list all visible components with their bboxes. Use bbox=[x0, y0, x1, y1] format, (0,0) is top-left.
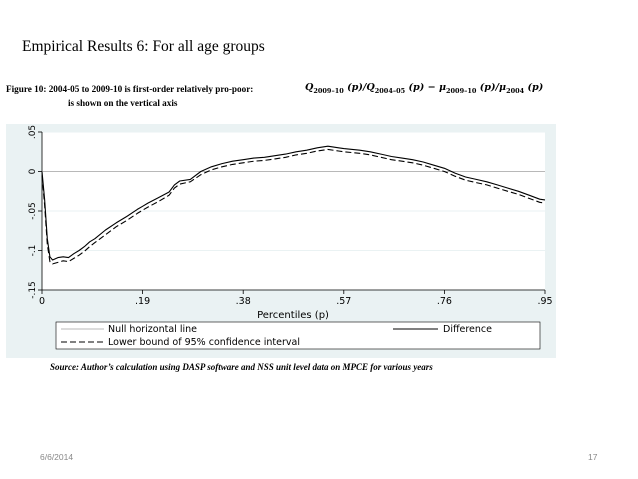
formula-mu2-sub: 2004 bbox=[506, 86, 525, 95]
footer-date: 6/6/2014 bbox=[40, 452, 74, 462]
y-tick-label-1: -.1 bbox=[28, 245, 38, 257]
x-tick-label-4: .76 bbox=[437, 296, 452, 307]
caption-formula: Q2009–10 (p)/Q2004–05 (p) − μ2009–10 (p)… bbox=[305, 82, 543, 95]
series-difference-line bbox=[41, 145, 546, 261]
series-lines bbox=[41, 145, 546, 265]
formula-part-4: (p) bbox=[524, 82, 544, 93]
formula-q1-sub: 2009–10 bbox=[313, 86, 344, 95]
y-tick-label-4: .05 bbox=[28, 125, 38, 139]
figure-caption-line-2: is shown on the vertical axis bbox=[68, 98, 178, 108]
formula-part-2: (p) − μ bbox=[405, 82, 447, 93]
x-tick-label-5: .95 bbox=[537, 296, 552, 307]
formula-part-3: (p)/μ bbox=[476, 82, 507, 93]
x-axis-label: Percentiles (p) bbox=[257, 310, 329, 321]
y-tick-label-0: -.15 bbox=[28, 281, 38, 299]
series-lower-bound-line bbox=[41, 148, 546, 265]
line-chart: -.15 -.1 -.05 0 .05 0 .19 .38 .57 .76 .95 Percenti… bbox=[28, 125, 553, 350]
chart-panel: -.15 -.1 -.05 0 .05 0 .19 .38 .57 .76 .95 Percenti… bbox=[6, 124, 556, 358]
axes: -.15 -.1 -.05 0 .05 0 .19 .38 .57 .76 .95 bbox=[28, 125, 553, 307]
legend-label-lower-bound: Lower bound of 95% confidence interval bbox=[108, 337, 300, 348]
x-tick-label-3: .57 bbox=[336, 296, 351, 307]
formula-mu1-sub: 2009–10 bbox=[446, 86, 477, 95]
y-tick-label-2: -.05 bbox=[28, 202, 38, 220]
legend: Null horizontal line Difference Lower bo… bbox=[55, 321, 541, 350]
legend-label-difference: Difference bbox=[443, 324, 492, 335]
formula-part-1: (p)/ bbox=[343, 82, 367, 93]
x-tick-label-2: .38 bbox=[236, 296, 251, 307]
legend-box bbox=[55, 321, 541, 350]
formula-q2: Q bbox=[366, 82, 375, 93]
figure-caption: Figure 10: 2004-05 to 2009-10 is first-o… bbox=[6, 84, 254, 94]
legend-label-null: Null horizontal line bbox=[108, 324, 197, 335]
formula-q1: Q bbox=[305, 82, 314, 93]
y-tick-label-3: 0 bbox=[28, 168, 38, 174]
slide-title: Empirical Results 6: For all age groups bbox=[22, 38, 265, 55]
x-tick-label-1: .19 bbox=[135, 296, 150, 307]
formula-q2-sub: 2004–05 bbox=[374, 86, 406, 95]
x-tick-label-0: 0 bbox=[39, 296, 45, 307]
footer-page-number: 17 bbox=[588, 452, 598, 462]
source-note: Source: Author’s calculation using DASP … bbox=[50, 362, 433, 372]
